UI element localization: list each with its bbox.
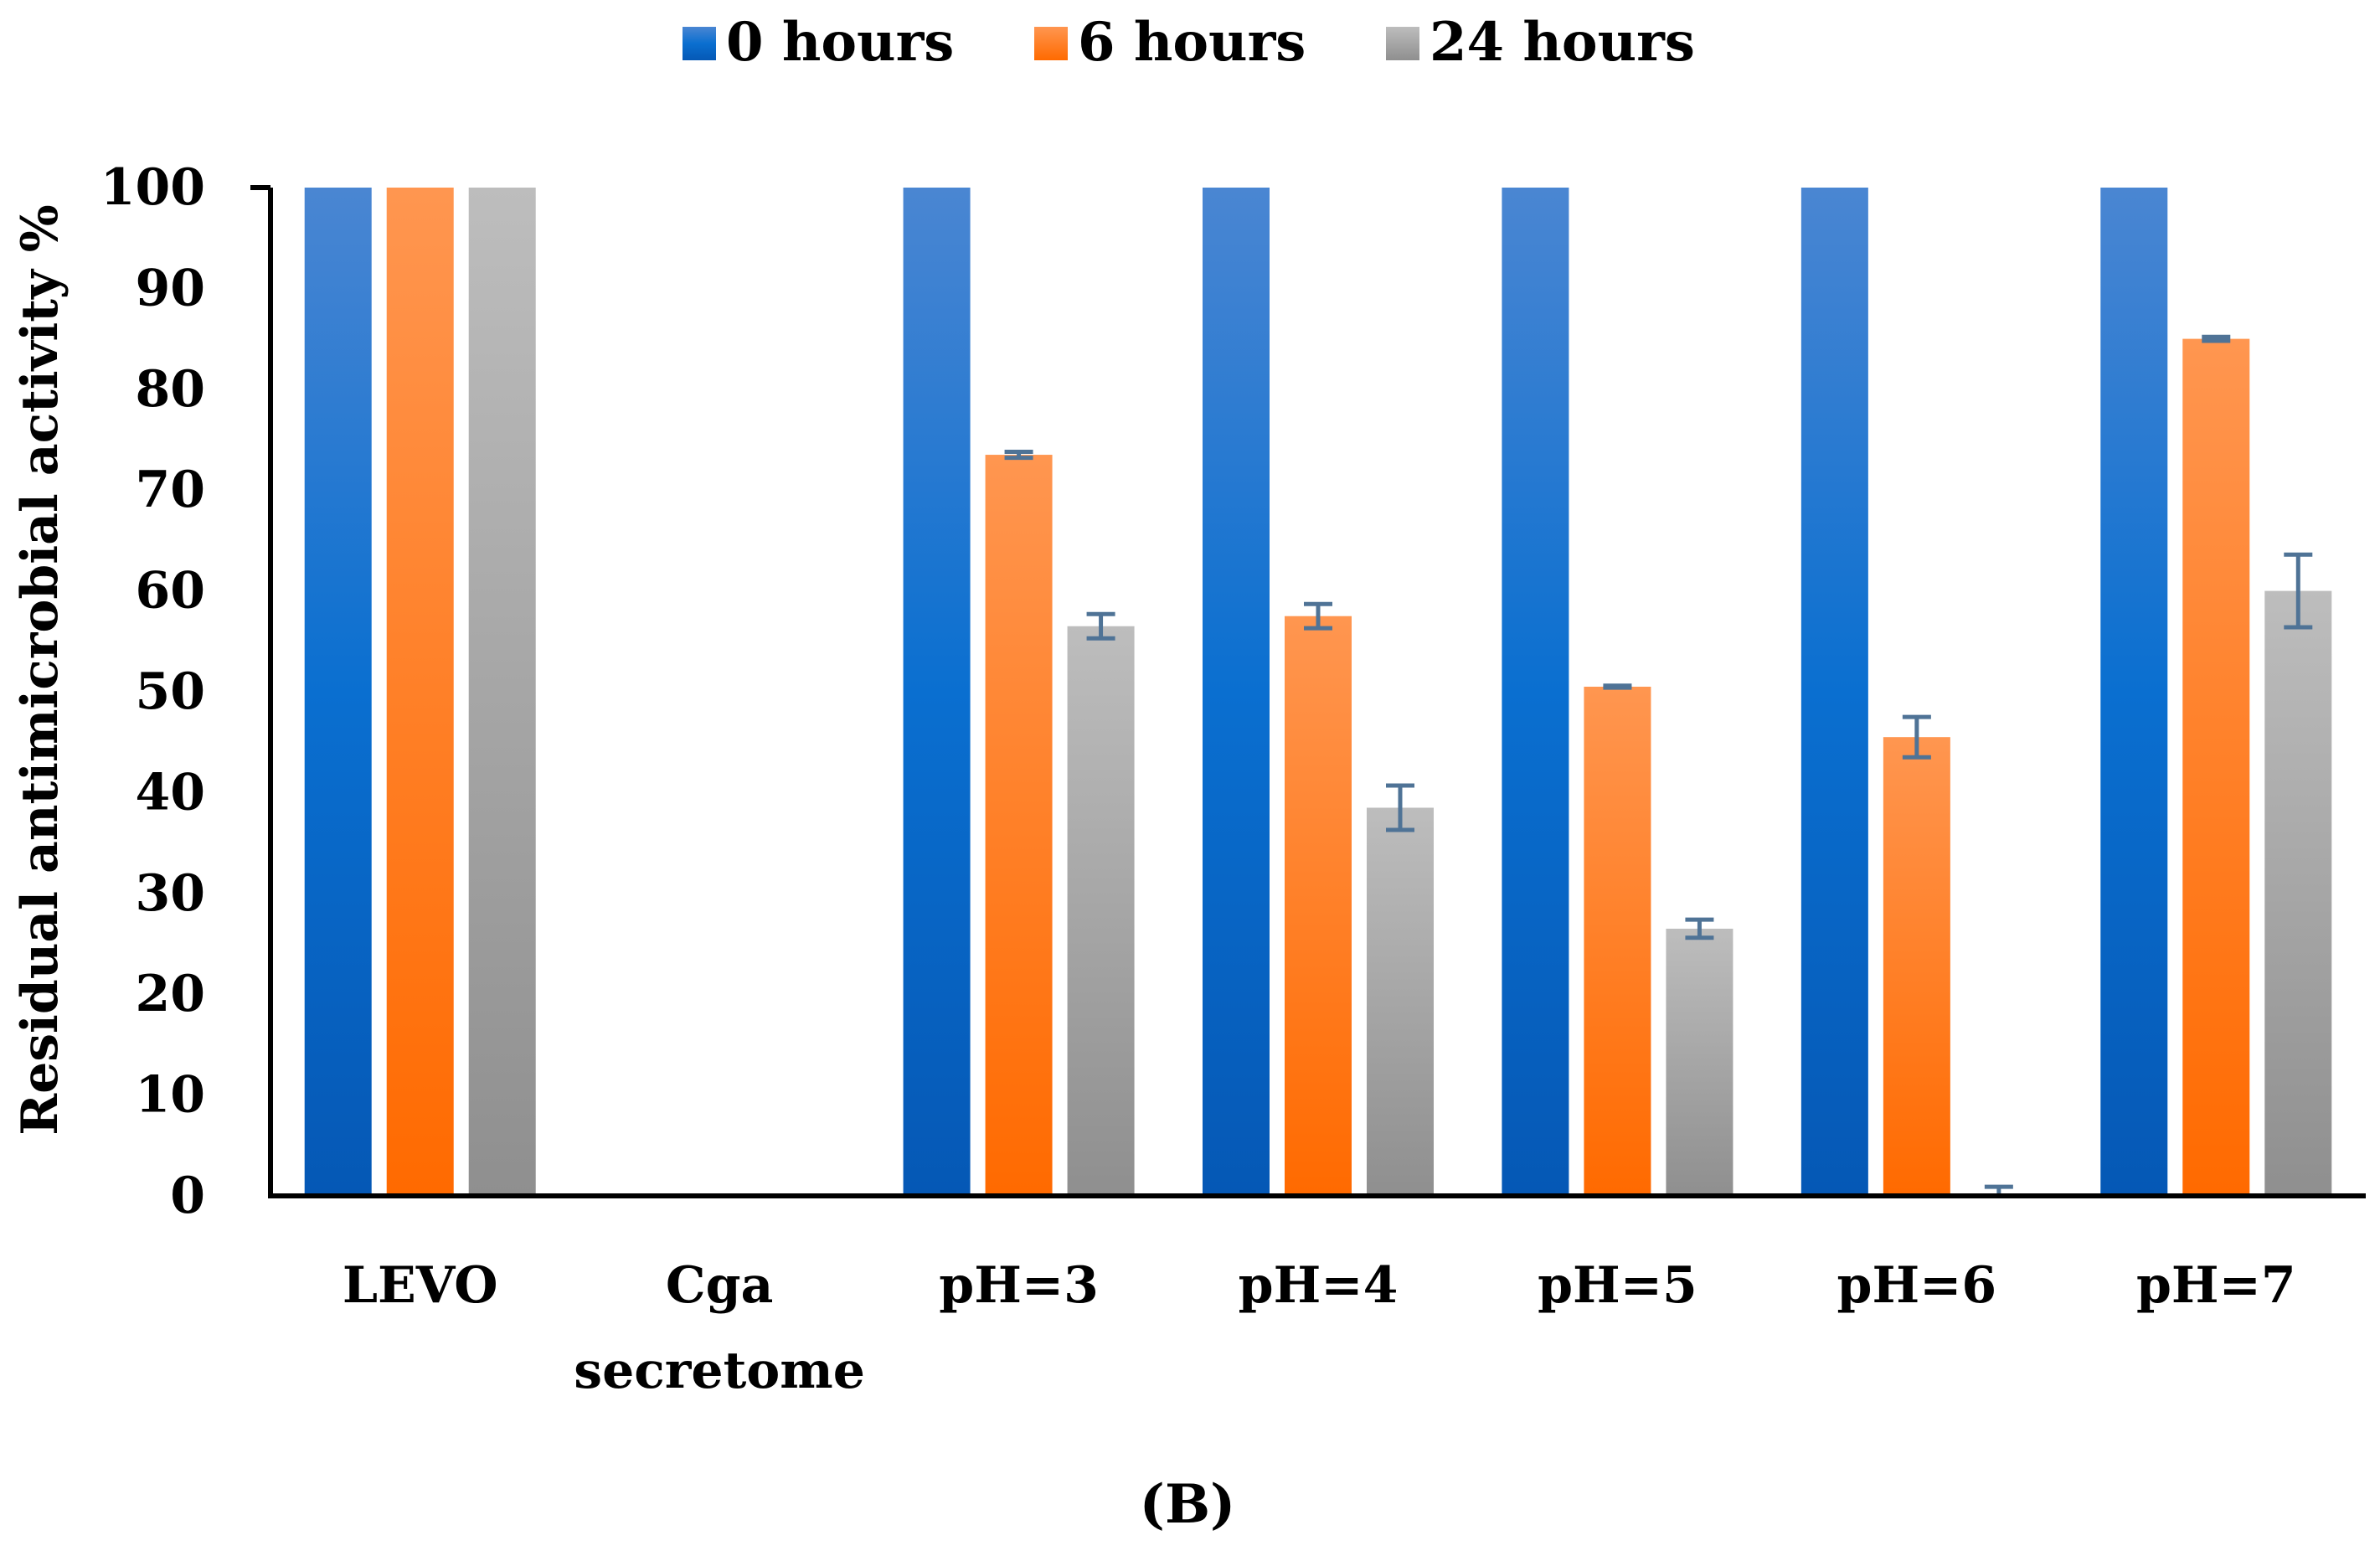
y-tick-label-30: 30	[136, 864, 206, 923]
bar-ph-7-0-hours	[2100, 188, 2168, 1196]
bar-ph-5-0-hours	[1502, 188, 1569, 1196]
bar-ph-6-0-hours	[1800, 188, 1868, 1196]
bar-ph-4-6-hours	[1285, 616, 1352, 1196]
y-tick-label-70: 70	[136, 461, 206, 519]
legend: 0 hours 6 hours 24 hours	[683, 11, 1695, 74]
legend-item-0-hours: 0 hours	[683, 11, 954, 74]
y-tick-label-100: 100	[100, 158, 205, 217]
bar-ph-4-24-hours	[1367, 807, 1434, 1196]
legend-item-24-hours: 24 hours	[1386, 11, 1695, 74]
bar-levo-24-hours	[468, 188, 536, 1196]
bars-layer	[304, 188, 2332, 1197]
error-bars-layer	[1004, 334, 2313, 1198]
error-bar-ph-3-6-hours	[1004, 449, 1033, 461]
y-tick-label-90: 90	[136, 259, 206, 317]
error-bar-ph-4-24-hours	[1386, 783, 1414, 832]
bar-ph-5-24-hours	[1666, 928, 1733, 1196]
error-bar-ph-3-24-hours	[1086, 611, 1115, 641]
y-tick-label-20: 20	[136, 965, 206, 1023]
bar-levo-0-hours	[304, 188, 372, 1196]
x-tick-label-levo: LEVO	[343, 1256, 498, 1315]
legend-label-6-hours: 6 hours	[1078, 11, 1306, 74]
x-tick-label-ph-5: pH=5	[1538, 1256, 1697, 1315]
legend-item-6-hours: 6 hours	[1034, 11, 1306, 74]
axes	[250, 185, 2366, 1198]
legend-swatch-0-hours	[683, 27, 716, 60]
y-axis-label: Residual antimicrobial activity %	[11, 204, 70, 1136]
error-bar-ph-5-24-hours	[1685, 917, 1714, 940]
error-bar-ph-6-6-hours	[1902, 714, 1931, 760]
error-bar-ph-5-6-hours	[1603, 683, 1632, 690]
y-tick-label-40: 40	[136, 763, 206, 822]
bar-ph-7-6-hours	[2182, 338, 2250, 1197]
x-tick-label-ph-3: pH=3	[939, 1256, 1099, 1315]
error-bar-ph-4-6-hours	[1304, 601, 1332, 631]
error-bar-ph-7-6-hours	[2202, 334, 2231, 343]
x-tick-label-ph-6: pH=6	[1837, 1256, 1997, 1315]
legend-label-24-hours: 24 hours	[1430, 11, 1695, 74]
y-tick-label-10: 10	[136, 1066, 206, 1125]
legend-swatch-24-hours	[1386, 27, 1419, 60]
figure-caption: (B)	[1140, 1473, 1236, 1536]
x-tick-label-ph-7: pH=7	[2136, 1256, 2296, 1315]
bar-levo-6-hours	[386, 188, 454, 1196]
legend-label-0-hours: 0 hours	[726, 11, 954, 74]
x-tick-label-ph-4: pH=4	[1239, 1256, 1399, 1315]
y-tick-label-50: 50	[136, 662, 206, 721]
y-tick-label-80: 80	[136, 360, 206, 419]
x-axis-labels: LEVO Cga secretome pH=3 pH=4 pH=5 pH=6 pH=7	[343, 1256, 2296, 1400]
bar-ph-3-24-hours	[1067, 626, 1135, 1196]
bar-ph-7-24-hours	[2264, 590, 2332, 1196]
bar-ph-5-6-hours	[1584, 686, 1651, 1196]
error-bar-ph-7-24-hours	[2284, 552, 2313, 630]
y-axis-ticks: 0 10 20 30 40 50 60 70 80 90 100	[100, 158, 205, 1225]
bar-ph-3-0-hours	[903, 188, 971, 1196]
bar-ph-3-6-hours	[985, 455, 1053, 1196]
bar-ph-6-6-hours	[1883, 737, 1950, 1196]
legend-swatch-6-hours	[1034, 27, 1068, 60]
y-tick-label-0: 0	[170, 1167, 205, 1225]
bar-ph-4-0-hours	[1203, 188, 1270, 1196]
y-tick-label-60: 60	[136, 562, 206, 621]
x-tick-label-cga-secretome: Cga secretome	[574, 1256, 865, 1400]
